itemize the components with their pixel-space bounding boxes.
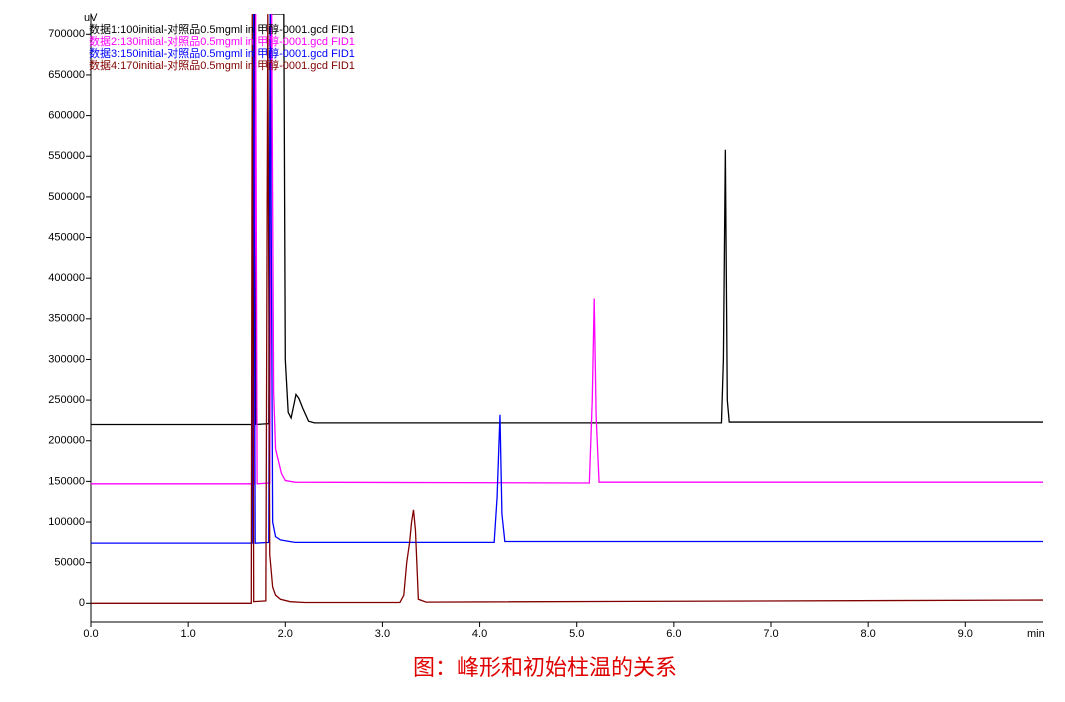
x-tick-label: 5.0 bbox=[569, 628, 584, 640]
series-line bbox=[91, 14, 1043, 604]
y-tick-label: 350000 bbox=[48, 313, 85, 325]
x-tick-label: 2.0 bbox=[278, 628, 293, 640]
x-tick-label: 3.0 bbox=[375, 628, 390, 640]
x-tick-label: 4.0 bbox=[472, 628, 487, 640]
series-line bbox=[91, 14, 1043, 485]
y-axis-label: uV bbox=[84, 12, 98, 24]
y-tick-label: 150000 bbox=[48, 475, 85, 487]
series-line bbox=[91, 14, 1043, 426]
x-tick-label: 6.0 bbox=[666, 628, 681, 640]
y-tick-label: 0 bbox=[79, 597, 85, 609]
legend-entry: 数据2:130initial-对照品0.5mgml in 甲醇-0001.gcd… bbox=[89, 34, 355, 48]
y-tick-label: 500000 bbox=[48, 191, 85, 203]
x-tick-label: 0.0 bbox=[83, 628, 98, 640]
legend-entry: 数据3:150initial-对照品0.5mgml in 甲醇-0001.gcd… bbox=[89, 46, 355, 60]
x-tick-label: 7.0 bbox=[763, 628, 778, 640]
y-tick-label: 400000 bbox=[48, 272, 85, 284]
legend-entry: 数据1:100initial-对照品0.5mgml in 甲醇-0001.gcd… bbox=[89, 22, 355, 36]
y-tick-label: 650000 bbox=[48, 69, 85, 81]
x-axis-label: min bbox=[1027, 628, 1045, 640]
y-tick-label: 250000 bbox=[48, 394, 85, 406]
y-tick-label: 200000 bbox=[48, 435, 85, 447]
y-tick-label: 450000 bbox=[48, 231, 85, 243]
series-line bbox=[91, 14, 1043, 544]
y-tick-label: 550000 bbox=[48, 150, 85, 162]
legend-entry: 数据4:170initial-对照品0.5mgml in 甲醇-0001.gcd… bbox=[89, 58, 355, 72]
x-tick-label: 9.0 bbox=[958, 628, 973, 640]
x-tick-label: 8.0 bbox=[860, 628, 875, 640]
plot-area bbox=[91, 14, 1043, 604]
y-tick-label: 300000 bbox=[48, 353, 85, 365]
x-tick-label: 1.0 bbox=[180, 628, 195, 640]
y-tick-label: 100000 bbox=[48, 516, 85, 528]
caption: 图：峰形和初始柱温的关系 bbox=[413, 655, 677, 680]
y-tick-label: 50000 bbox=[54, 557, 85, 569]
y-tick-label: 600000 bbox=[48, 110, 85, 122]
y-tick-label: 700000 bbox=[48, 28, 85, 40]
